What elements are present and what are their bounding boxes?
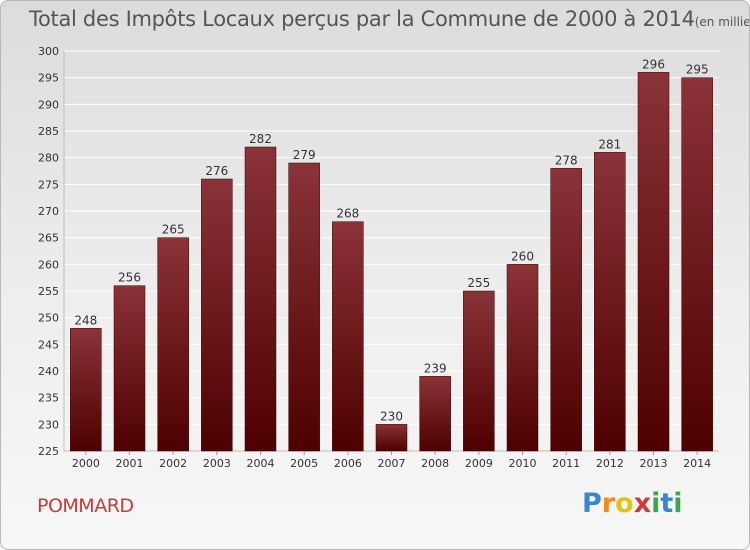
y-tick-label: 255 [38, 285, 59, 298]
logo-letter: P [582, 488, 602, 519]
x-tick-label: 2003 [203, 457, 231, 470]
y-tick-label: 250 [38, 312, 59, 325]
x-tick-label: 2006 [334, 457, 362, 470]
data-label: 296 [642, 57, 665, 71]
bar [157, 237, 189, 452]
x-tick-label: 2012 [596, 457, 624, 470]
y-tick-label: 260 [38, 258, 59, 271]
bar [113, 285, 146, 452]
y-tick-label: 290 [38, 98, 59, 111]
y-tick-label: 285 [38, 125, 59, 138]
logo-letter: i [673, 488, 683, 519]
x-tick-label: 2005 [290, 457, 318, 470]
bar [419, 376, 451, 452]
x-tick-label: 2002 [159, 457, 187, 470]
y-tick-label: 225 [38, 445, 59, 458]
bar [201, 178, 233, 452]
bar [681, 77, 713, 452]
x-tick-label: 2010 [509, 457, 537, 470]
y-tick-label: 280 [38, 152, 59, 165]
data-label: 239 [424, 361, 447, 375]
bar [332, 221, 364, 452]
bar [637, 72, 670, 452]
bar [244, 146, 277, 452]
y-tick-label: 235 [38, 392, 59, 405]
bar [463, 290, 495, 452]
x-tick-label: 2001 [116, 457, 144, 470]
x-tick-label: 2007 [378, 457, 406, 470]
data-label: 281 [598, 137, 621, 151]
chart-title-text: Total des Impôts Locaux perçus par la Co… [29, 7, 695, 31]
logo-letter: o [615, 488, 634, 519]
data-label: 278 [555, 153, 578, 167]
data-label: 268 [336, 207, 359, 221]
bar [70, 328, 102, 452]
y-tick-label: 275 [38, 178, 59, 191]
data-label: 279 [293, 148, 316, 162]
y-tick-label: 270 [38, 205, 59, 218]
data-label: 230 [380, 409, 403, 423]
x-tick-label: 2000 [72, 457, 100, 470]
logo-letter: t [660, 488, 674, 519]
bar [550, 168, 582, 452]
logo-letter: x [633, 488, 652, 519]
data-label: 256 [118, 271, 141, 285]
logo-letter: r [601, 488, 616, 519]
data-label: 260 [511, 249, 534, 263]
bar [288, 162, 320, 452]
data-label: 295 [686, 63, 709, 77]
bar [375, 424, 408, 452]
data-label: 255 [467, 276, 490, 290]
chart-title: Total des Impôts Locaux perçus par la Co… [29, 7, 750, 31]
y-tick-label: 230 [38, 418, 59, 431]
data-label: 276 [205, 164, 228, 178]
y-tick-label: 265 [38, 232, 59, 245]
y-tick-label: 240 [38, 365, 59, 378]
x-tick-label: 2004 [247, 457, 275, 470]
commune-name: POMMARD [37, 495, 134, 517]
x-tick-label: 2009 [465, 457, 493, 470]
logo-letter: i [651, 488, 661, 519]
chart-unit: (en milliers d'€) [694, 15, 750, 29]
data-label: 265 [162, 223, 185, 237]
x-tick-label: 2008 [421, 457, 449, 470]
proxiti-logo: Proxiti [582, 488, 683, 519]
x-tick-label: 2014 [683, 457, 711, 470]
data-label: 248 [74, 313, 97, 327]
data-label: 282 [249, 132, 272, 146]
bar [506, 264, 539, 452]
bar [594, 152, 626, 452]
x-tick-label: 2011 [552, 457, 580, 470]
y-tick-label: 245 [38, 338, 59, 351]
x-tick-label: 2013 [640, 457, 668, 470]
y-tick-label: 295 [38, 72, 59, 85]
y-tick-label: 300 [38, 45, 59, 58]
